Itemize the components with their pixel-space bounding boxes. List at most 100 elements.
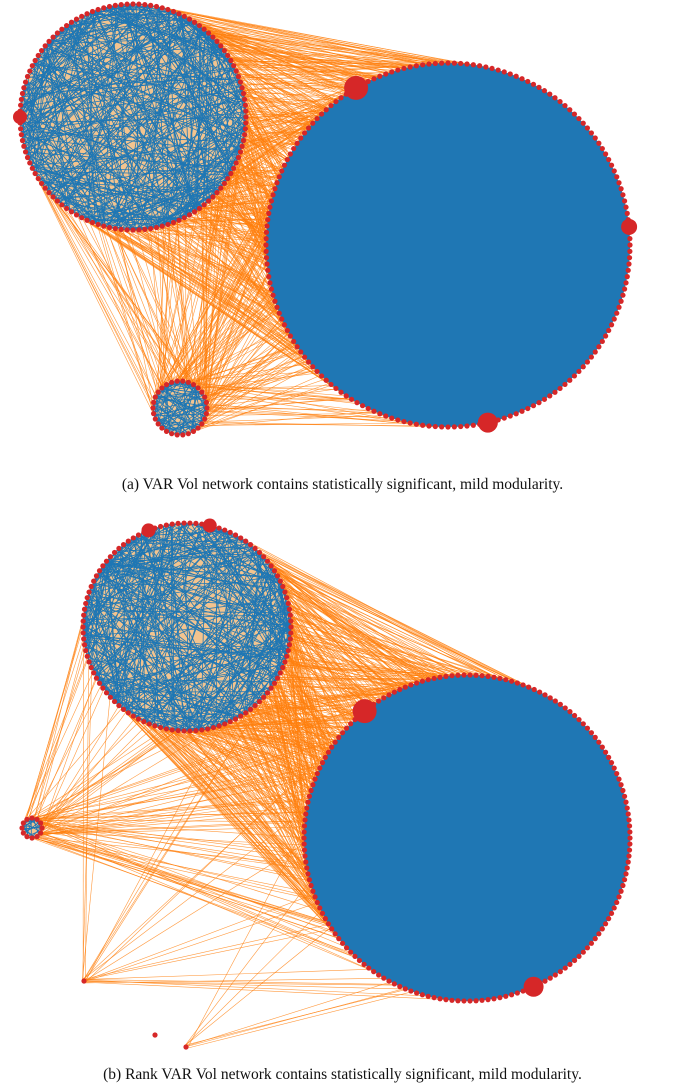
node (274, 675, 281, 681)
edge (33, 62, 179, 221)
edge (92, 11, 121, 230)
edge (166, 114, 247, 226)
edge (206, 190, 220, 405)
node (571, 373, 578, 379)
node (365, 405, 371, 412)
node (210, 194, 216, 200)
node (27, 68, 33, 74)
node (616, 180, 622, 186)
edge (46, 43, 244, 141)
edge (121, 545, 128, 712)
node (256, 698, 263, 705)
node (303, 811, 309, 817)
hub-node (477, 412, 498, 433)
node (193, 728, 199, 734)
node (263, 242, 269, 248)
node (470, 422, 476, 428)
node (240, 90, 247, 97)
edge (19, 13, 87, 111)
node (240, 137, 247, 144)
edge (141, 532, 279, 578)
node (513, 411, 519, 417)
node (84, 217, 90, 223)
edge (137, 26, 202, 230)
edge (33, 63, 222, 188)
node (562, 965, 568, 971)
node (38, 180, 45, 187)
node (39, 825, 45, 831)
node (531, 686, 537, 693)
node (325, 921, 332, 927)
edge (193, 30, 206, 213)
edge (83, 712, 246, 980)
node (419, 992, 425, 998)
node (305, 125, 312, 131)
node (580, 721, 586, 727)
node (180, 432, 186, 438)
node (280, 583, 286, 590)
node (608, 162, 615, 168)
node (282, 659, 288, 665)
edge (120, 706, 362, 963)
node (314, 899, 320, 906)
edge (251, 691, 395, 709)
node (397, 983, 403, 990)
node (265, 217, 271, 223)
node (458, 60, 464, 67)
node (146, 721, 152, 727)
edge (143, 721, 306, 821)
node (116, 545, 122, 552)
edge (66, 5, 154, 209)
node (584, 125, 591, 131)
node (432, 423, 438, 430)
node (106, 3, 113, 10)
node (239, 143, 245, 149)
edge (106, 560, 292, 632)
edge (138, 534, 291, 635)
edge (22, 4, 118, 93)
node (530, 81, 537, 87)
edge (96, 224, 155, 415)
node (225, 52, 231, 59)
node (611, 765, 617, 771)
node (557, 98, 563, 105)
edge (174, 384, 195, 435)
node (227, 719, 233, 725)
edge (32, 168, 159, 425)
node (42, 43, 48, 49)
node (507, 413, 513, 419)
node (503, 993, 509, 999)
edge (46, 17, 188, 191)
node (339, 730, 346, 736)
node (268, 286, 275, 292)
node (163, 522, 169, 528)
edge (115, 546, 254, 552)
node (86, 659, 92, 665)
edge (125, 537, 241, 712)
node (413, 63, 419, 69)
node (130, 1, 136, 7)
edge (27, 729, 202, 820)
node (606, 327, 612, 334)
node (501, 69, 507, 75)
edge (246, 552, 260, 713)
node (303, 859, 309, 865)
node (525, 78, 531, 85)
node (261, 554, 267, 560)
edge (82, 979, 427, 997)
node (24, 154, 31, 161)
node (557, 385, 563, 392)
node (118, 226, 124, 232)
node (214, 38, 220, 44)
edge (26, 154, 172, 434)
node (218, 43, 224, 49)
node (107, 694, 113, 700)
node (571, 957, 578, 964)
node (580, 120, 586, 126)
node (24, 834, 30, 840)
edge (155, 380, 185, 396)
node (163, 726, 169, 732)
edge (154, 143, 298, 399)
node (552, 95, 558, 101)
node (206, 30, 212, 36)
